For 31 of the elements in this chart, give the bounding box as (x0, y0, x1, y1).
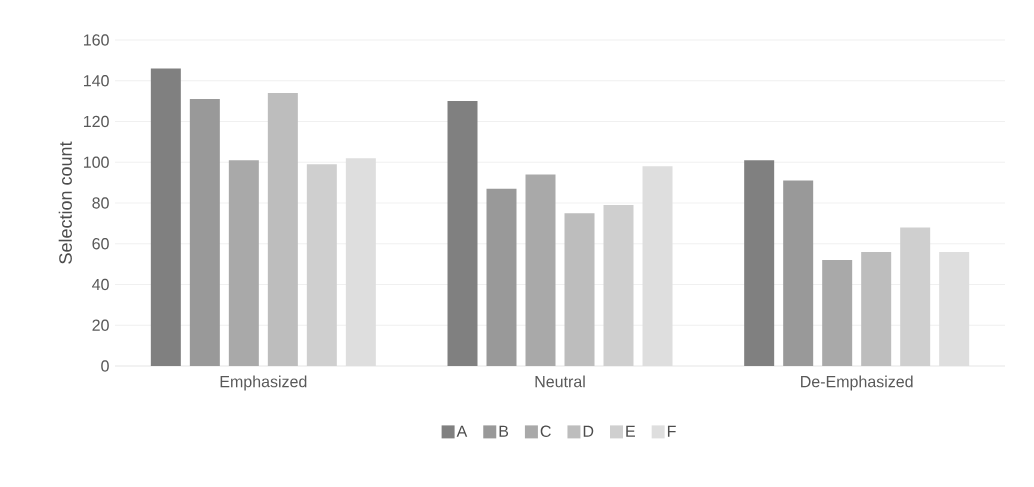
y-tick-label: 160 (83, 34, 109, 46)
bar (861, 251, 892, 366)
y-tick-label: 40 (92, 278, 109, 291)
bar (564, 213, 595, 366)
x-tick-label: Emphasized (220, 375, 307, 391)
legend-label: C (540, 425, 551, 437)
bar (267, 92, 298, 366)
bar (783, 180, 814, 366)
bar (822, 260, 853, 366)
bar (525, 174, 556, 366)
legend-label: A (456, 425, 468, 437)
y-tick-label: 100 (83, 156, 109, 168)
bar (744, 160, 775, 366)
y-axis-title: Selection count (58, 141, 72, 264)
y-tick-label: 140 (83, 75, 109, 87)
bar (486, 188, 517, 366)
x-tick-label: De-Emphasized (801, 375, 913, 391)
legend-label: E (626, 425, 635, 437)
y-tick-label: 20 (92, 319, 109, 331)
bar (228, 160, 259, 366)
bar (189, 99, 220, 366)
y-tick-label: 60 (92, 238, 109, 250)
x-tick-label: Neutral (535, 375, 585, 388)
bar (150, 68, 181, 366)
legend-label: B (499, 425, 509, 437)
y-tick-label: 80 (92, 197, 109, 209)
bar (447, 101, 478, 366)
legend-label: D (583, 425, 594, 437)
legend-label: F (667, 425, 676, 437)
y-tick-label: 0 (101, 360, 109, 372)
y-tick-label: 120 (83, 115, 109, 128)
